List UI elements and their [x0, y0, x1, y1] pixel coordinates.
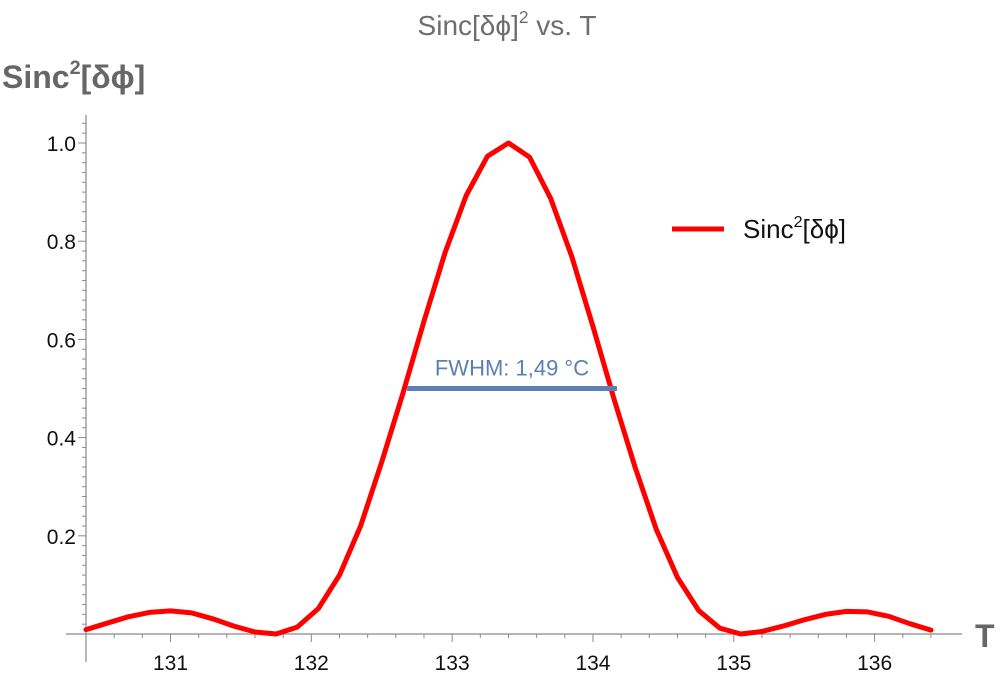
y-axis-label: Sinc2[δϕ]	[2, 57, 145, 95]
y-tick-label: 0.2	[47, 526, 76, 549]
chart-title: Sinc[δϕ]2 vs. T	[418, 7, 597, 41]
x-tick-label: 136	[857, 652, 892, 675]
x-tick-label: 135	[716, 652, 751, 675]
x-tick-label: 132	[294, 652, 329, 675]
fwhm-label: FWHM: 1,49 °C	[435, 356, 589, 381]
x-tick-label: 134	[575, 652, 610, 675]
legend: Sinc2[δϕ]	[672, 213, 846, 244]
y-tick-label: 0.8	[47, 231, 76, 254]
y-tick-label: 1.0	[47, 133, 76, 156]
tick-labels: 131 132 133 134 135 136 0.2 0.4 0.6 0.8 1.0	[47, 133, 892, 675]
x-tick-label: 131	[153, 652, 188, 675]
axis-ticks	[78, 122, 932, 642]
y-tick-label: 0.6	[47, 329, 76, 352]
y-tick-label: 0.4	[47, 428, 77, 451]
sinc-squared-curve	[83, 140, 934, 637]
legend-label: Sinc2[δϕ]	[743, 213, 846, 244]
x-tick-label: 133	[435, 652, 470, 675]
x-axis-label: T	[975, 618, 995, 654]
